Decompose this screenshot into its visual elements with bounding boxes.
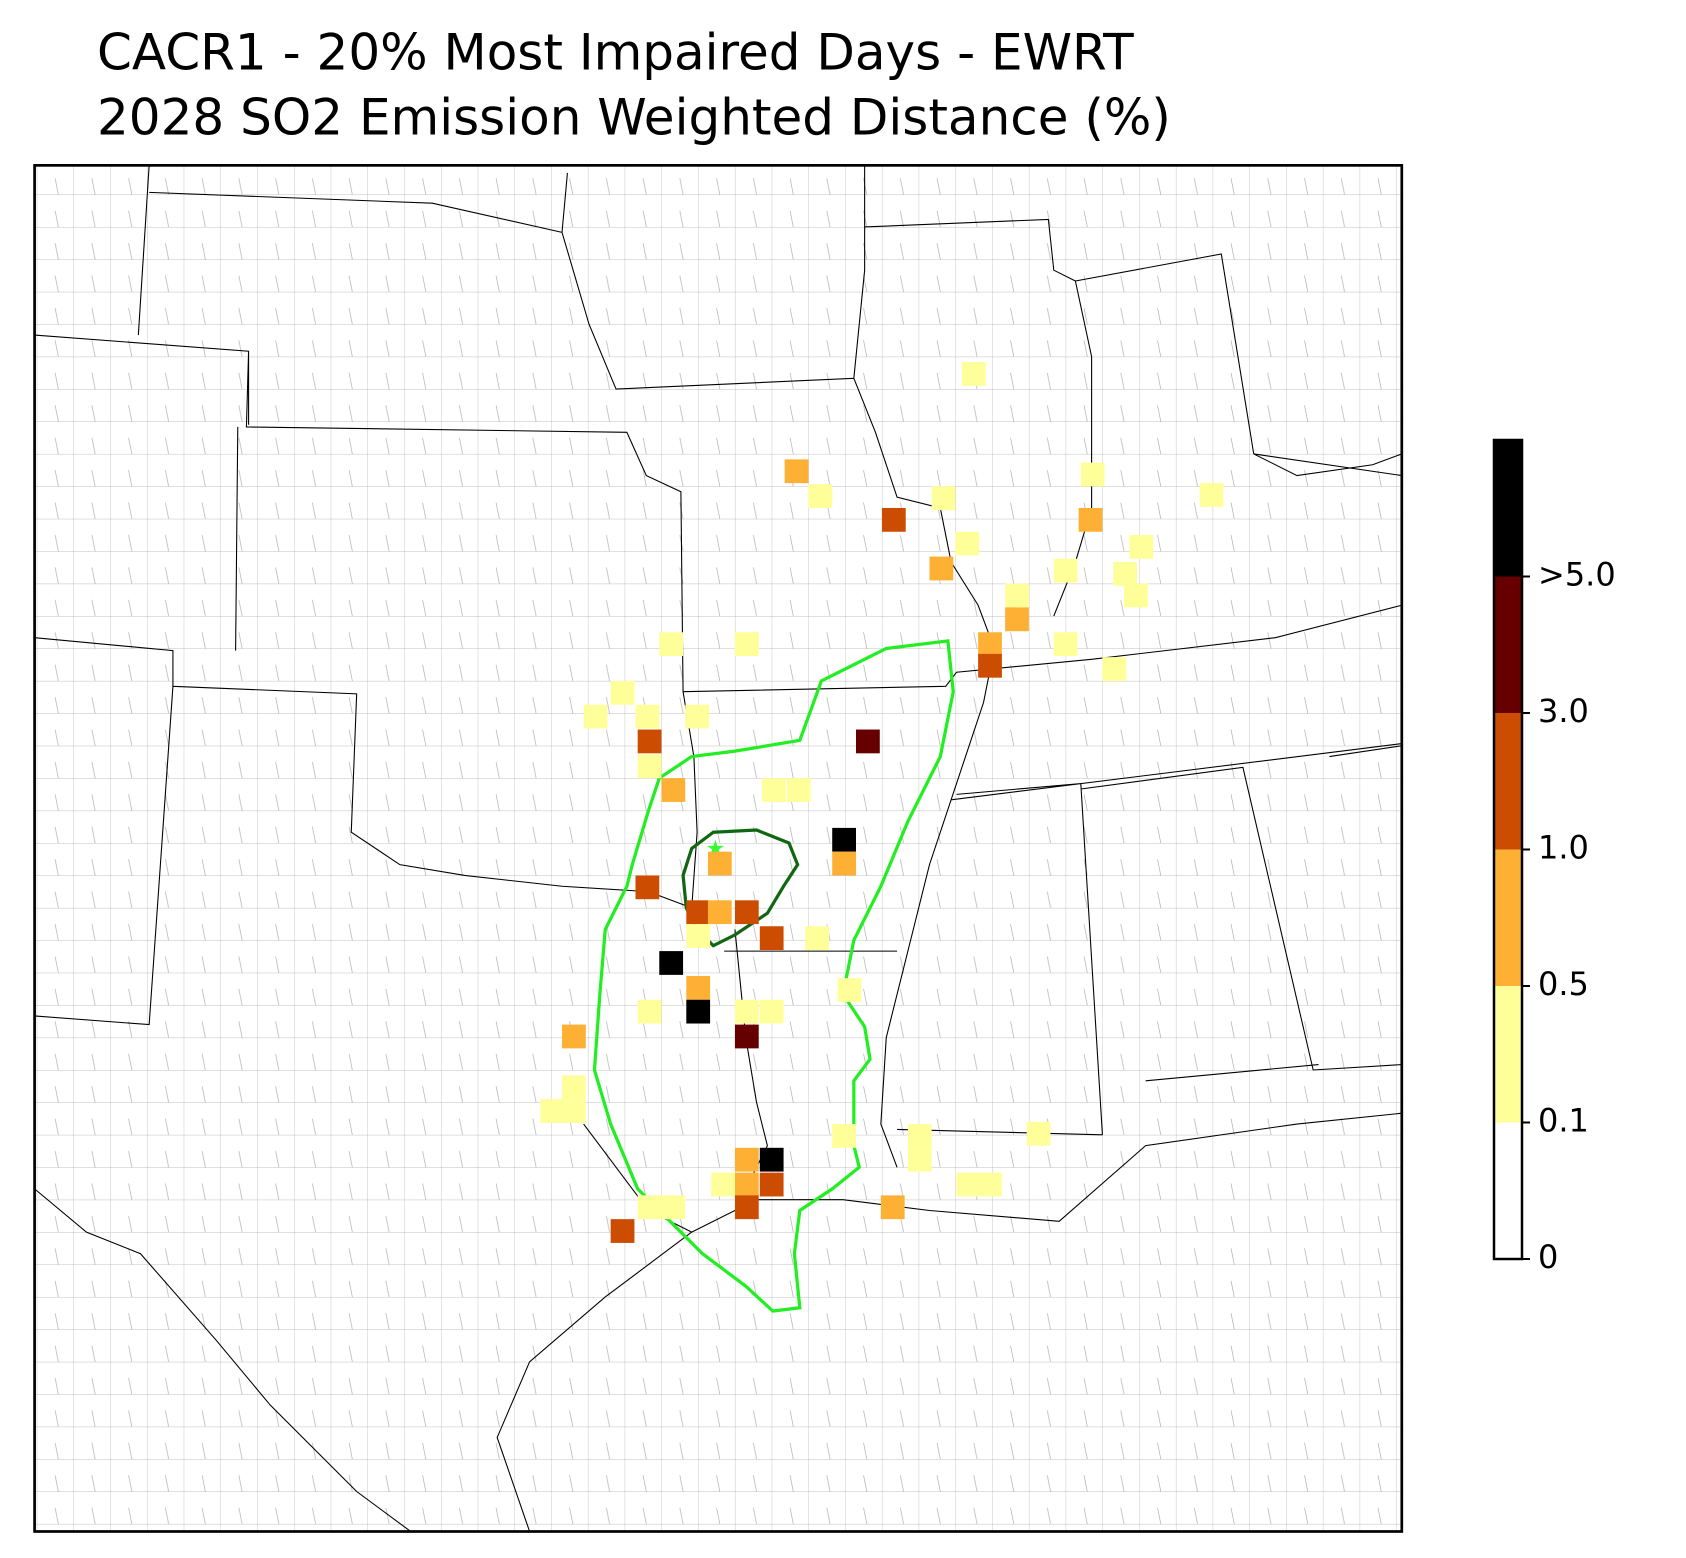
- cell: [978, 632, 1002, 657]
- cell: [786, 778, 811, 802]
- cell: [1124, 583, 1148, 608]
- cell: [1053, 558, 1078, 583]
- cell: [955, 531, 980, 556]
- title: CACR1 - 20% Most Impaired Days - EWRT: [97, 24, 1134, 82]
- cell: [734, 900, 759, 925]
- cell: [1102, 657, 1127, 681]
- cell: [686, 900, 711, 925]
- contour-outer: [592, 639, 955, 1313]
- map: ★: [33, 164, 1404, 1533]
- cell: [1053, 632, 1078, 657]
- cell: [659, 951, 684, 975]
- cell: [961, 362, 986, 386]
- colorbar-segment: [1494, 713, 1522, 850]
- cell: [637, 729, 662, 754]
- subtitle: 2028 SO2 Emission Weighted Distance (%): [97, 89, 1171, 147]
- cell: [1005, 607, 1029, 632]
- cell: [978, 653, 1002, 678]
- cell: [784, 459, 809, 484]
- colorbar-tick-label: 3.0: [1538, 692, 1589, 730]
- cell: [881, 507, 906, 532]
- cell: [1199, 483, 1224, 507]
- cell: [759, 926, 784, 951]
- colorbar-segment: [1494, 986, 1522, 1123]
- cell: [685, 704, 710, 729]
- colorbar-tick-label: 1.0: [1538, 829, 1589, 867]
- cell: [805, 926, 829, 951]
- colorbar-segment: [1494, 576, 1522, 713]
- cell: [562, 1075, 586, 1100]
- cell: [637, 1195, 662, 1220]
- cell: [734, 999, 759, 1024]
- cell: [855, 729, 880, 754]
- colorbar-tick-label: 0: [1538, 1238, 1558, 1276]
- cell: [635, 875, 660, 900]
- cell: [734, 1195, 759, 1220]
- colorbar-segment: [1494, 440, 1522, 577]
- cell: [686, 975, 711, 1000]
- cell: [759, 1147, 784, 1172]
- cell: [929, 556, 954, 581]
- cell: [978, 1172, 1002, 1197]
- cell: [707, 851, 732, 876]
- cell: [1078, 507, 1103, 532]
- contour-inner: [681, 828, 800, 948]
- cell: [1026, 1121, 1051, 1146]
- colorbar: 0 0.1 0.5 1.0 3.0 >5.0: [1492, 438, 1616, 1276]
- cell: [734, 1147, 759, 1172]
- cell: [707, 900, 732, 925]
- colorbar-tick-label: 0.5: [1538, 965, 1589, 1003]
- cell: [686, 924, 711, 948]
- source-cells: [540, 362, 1224, 1243]
- cell: [540, 1099, 565, 1123]
- cell: [661, 778, 686, 802]
- map-frame: [33, 164, 1404, 1533]
- cell: [808, 484, 833, 508]
- cell: [837, 978, 862, 1002]
- state-borders: [34, 165, 1402, 1532]
- cell: [956, 1172, 981, 1197]
- cell: [907, 1124, 932, 1148]
- cell: [661, 1195, 686, 1220]
- cell: [686, 999, 711, 1024]
- cell: [880, 1195, 905, 1220]
- cell: [562, 1024, 586, 1049]
- cell: [583, 704, 608, 729]
- cell: [761, 778, 786, 802]
- cell: [610, 680, 635, 705]
- cell: [759, 1172, 784, 1197]
- cell: [637, 999, 662, 1024]
- cell: [759, 999, 784, 1024]
- cell: [659, 632, 684, 657]
- cell: [637, 754, 662, 779]
- cell: [832, 851, 856, 876]
- colorbar-segment: [1494, 849, 1522, 986]
- cell: [610, 1219, 635, 1243]
- county-grid: [34, 165, 1402, 1532]
- colorbar-tick-label: 0.1: [1538, 1102, 1589, 1140]
- cell: [931, 486, 956, 511]
- cell: [1129, 534, 1154, 559]
- cell: [734, 632, 759, 657]
- cell: [1113, 562, 1138, 586]
- cell: [1005, 583, 1029, 608]
- cell: [734, 1172, 759, 1197]
- cell: [562, 1099, 586, 1123]
- cell: [711, 1172, 735, 1197]
- cell: [635, 704, 660, 729]
- colorbar-segment: [1494, 1122, 1522, 1259]
- cell: [832, 827, 856, 852]
- cell: [1080, 462, 1105, 487]
- cell: [734, 1024, 759, 1049]
- cell: [907, 1147, 932, 1172]
- colorbar-tick-label: >5.0: [1538, 556, 1616, 594]
- cell: [832, 1124, 856, 1148]
